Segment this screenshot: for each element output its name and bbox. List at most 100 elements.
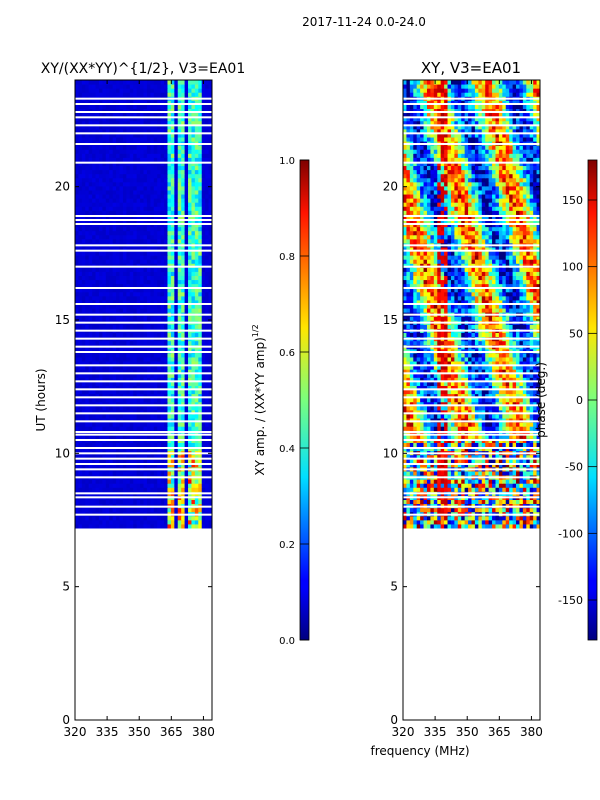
heatmap-cell bbox=[526, 479, 531, 484]
heatmap-cell bbox=[122, 80, 127, 85]
heatmap-cell bbox=[194, 409, 199, 415]
heatmap-cell bbox=[98, 365, 103, 370]
heatmap-cell bbox=[105, 434, 110, 439]
heatmap-cell bbox=[133, 519, 138, 525]
heatmap-cell bbox=[119, 267, 124, 272]
heatmap-cell bbox=[406, 519, 411, 525]
heatmap-cell bbox=[177, 251, 182, 256]
y-tick-label: 0 bbox=[62, 713, 70, 727]
heatmap-cell bbox=[164, 263, 168, 268]
flagged-row bbox=[75, 420, 212, 423]
heatmap-cell bbox=[160, 185, 165, 191]
heatmap-cell bbox=[174, 479, 179, 484]
heatmap-cell bbox=[109, 100, 114, 105]
heatmap-cell bbox=[88, 397, 93, 403]
heatmap-cell bbox=[78, 210, 83, 215]
heatmap-cell bbox=[502, 479, 507, 484]
heatmap-cell bbox=[157, 189, 162, 195]
heatmap-cell bbox=[146, 238, 151, 244]
heatmap-cell bbox=[423, 483, 428, 488]
heatmap-cell bbox=[81, 230, 86, 236]
heatmap-cell bbox=[109, 153, 114, 158]
heatmap-cell bbox=[122, 299, 127, 305]
heatmap-cell bbox=[98, 377, 103, 382]
heatmap-cell bbox=[516, 515, 520, 521]
heatmap-cell bbox=[167, 409, 172, 415]
heatmap-cell bbox=[81, 373, 86, 378]
heatmap-cell bbox=[133, 169, 138, 175]
heatmap-cell bbox=[167, 458, 172, 464]
heatmap-cell bbox=[133, 377, 138, 382]
heatmap-cell bbox=[194, 234, 199, 240]
heatmap-cell bbox=[119, 409, 124, 415]
heatmap-cell bbox=[194, 104, 199, 110]
heatmap-cell bbox=[136, 124, 141, 130]
heatmap-cell bbox=[167, 356, 172, 362]
heatmap-cell bbox=[516, 523, 520, 529]
heatmap-cell bbox=[112, 120, 117, 126]
heatmap-cell bbox=[116, 181, 121, 187]
heatmap-cell bbox=[116, 393, 121, 399]
heatmap-cell bbox=[205, 283, 210, 289]
heatmap-cell bbox=[75, 373, 79, 378]
heatmap-cell bbox=[184, 409, 189, 415]
heatmap-cell bbox=[181, 104, 186, 110]
heatmap-cell bbox=[81, 413, 86, 419]
heatmap-cell bbox=[146, 291, 151, 297]
heatmap-cell bbox=[116, 263, 121, 268]
heatmap-cell bbox=[181, 259, 186, 264]
heatmap-cell bbox=[181, 507, 186, 513]
heatmap-cell bbox=[205, 434, 210, 439]
heatmap-cell bbox=[102, 393, 107, 399]
heatmap-cell bbox=[126, 275, 131, 281]
heatmap-cell bbox=[164, 523, 168, 529]
heatmap-cell bbox=[102, 153, 107, 158]
heatmap-cell bbox=[150, 299, 155, 305]
heatmap-cell bbox=[88, 100, 93, 105]
heatmap-cell bbox=[119, 381, 124, 386]
heatmap-cell bbox=[133, 210, 138, 215]
heatmap-cell bbox=[160, 361, 165, 366]
heatmap-cell bbox=[75, 108, 79, 114]
heatmap-cell bbox=[191, 279, 196, 285]
heatmap-cell bbox=[181, 177, 186, 183]
heatmap-cell bbox=[157, 153, 162, 158]
heatmap-cell bbox=[88, 177, 93, 183]
heatmap-cell bbox=[140, 299, 144, 305]
heatmap-cell bbox=[440, 487, 445, 492]
heatmap-cell bbox=[150, 401, 155, 407]
heatmap-cell bbox=[167, 332, 172, 338]
heatmap-cell bbox=[122, 401, 127, 407]
heatmap-cell bbox=[75, 169, 79, 175]
heatmap-cell bbox=[92, 295, 97, 301]
heatmap-cell bbox=[92, 112, 97, 118]
heatmap-cell bbox=[136, 287, 141, 293]
heatmap-cell bbox=[198, 116, 203, 122]
heatmap-cell bbox=[177, 458, 182, 464]
heatmap-cell bbox=[526, 515, 531, 521]
heatmap-cell bbox=[116, 189, 121, 195]
heatmap-cell bbox=[201, 153, 206, 158]
heatmap-cell bbox=[112, 377, 117, 382]
heatmap-cell bbox=[143, 88, 148, 93]
heatmap-cell bbox=[105, 487, 110, 492]
heatmap-cell bbox=[516, 507, 520, 513]
heatmap-cell bbox=[191, 226, 196, 232]
heatmap-cell bbox=[191, 112, 196, 118]
heatmap-cell bbox=[126, 165, 131, 171]
heatmap-cell bbox=[174, 169, 179, 175]
heatmap-cell bbox=[174, 267, 179, 272]
heatmap-cell bbox=[205, 128, 210, 134]
heatmap-cell bbox=[143, 401, 148, 407]
heatmap-cell bbox=[122, 153, 127, 158]
heatmap-cell bbox=[85, 177, 90, 183]
heatmap-cell bbox=[78, 279, 83, 285]
heatmap-cell bbox=[112, 454, 117, 460]
heatmap-cell bbox=[140, 238, 144, 244]
heatmap-cell bbox=[129, 124, 134, 130]
heatmap-cell bbox=[129, 108, 134, 114]
heatmap-cell bbox=[177, 454, 182, 460]
heatmap-cell bbox=[105, 291, 110, 297]
heatmap-cell bbox=[208, 291, 213, 297]
heatmap-cell bbox=[126, 454, 131, 460]
